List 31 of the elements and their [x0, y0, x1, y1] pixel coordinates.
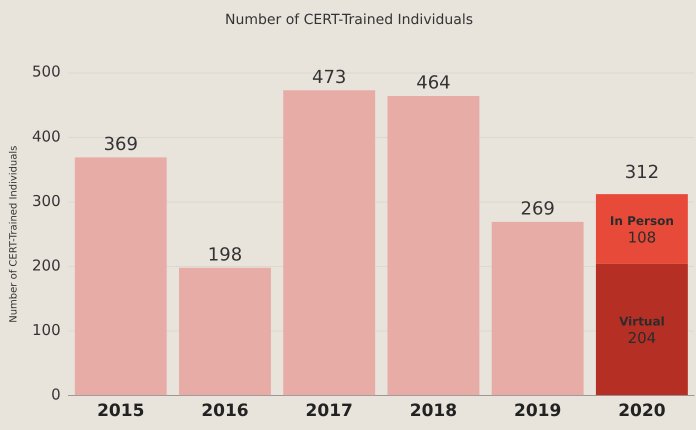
data-label: 464	[416, 72, 451, 94]
y-tick-label: 0	[51, 385, 61, 404]
y-tick-label: 100	[32, 320, 61, 339]
data-label: 198	[208, 244, 242, 266]
y-tick-label: 300	[32, 192, 61, 210]
bar	[596, 194, 688, 264]
x-tick-label: 2019	[514, 401, 562, 422]
data-label: 269	[520, 198, 555, 220]
data-label: 369	[104, 134, 138, 156]
x-tick-label: 2018	[410, 401, 458, 422]
y-tick-label: 200	[32, 256, 61, 274]
x-tick-label: 2015	[97, 401, 144, 422]
data-label: 473	[312, 66, 346, 88]
y-tick-label: 400	[32, 127, 61, 146]
series-label: In Person	[610, 214, 674, 228]
bar	[74, 157, 167, 396]
chart-title: Number of CERT-Trained Individuals	[224, 12, 474, 28]
bar	[179, 268, 271, 396]
total-label: 312	[624, 162, 660, 183]
series-label: Virtual	[619, 314, 665, 329]
data-label: 108	[628, 228, 656, 246]
bar	[387, 96, 480, 396]
bar	[283, 90, 376, 396]
x-tick-label: 2016	[201, 401, 249, 422]
x-tick-label: 2020	[618, 401, 666, 422]
x-tick-label: 2017	[306, 401, 353, 422]
y-tick-label: 500	[32, 62, 61, 81]
data-label: 204	[628, 328, 656, 347]
bar	[492, 222, 584, 396]
y-axis-title: Number of CERT-Trained Individuals	[8, 146, 20, 323]
bar	[596, 264, 688, 396]
